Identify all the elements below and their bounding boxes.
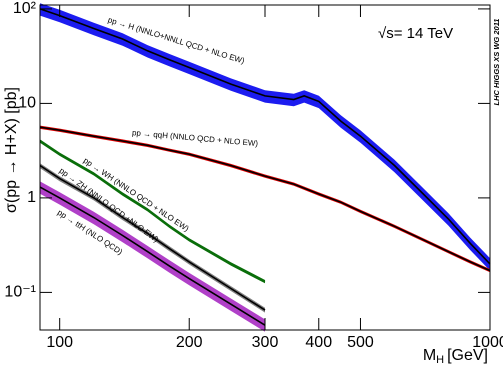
y-tick-label: 1 — [27, 189, 36, 206]
series-line — [39, 126, 491, 272]
x-axis-title-sub: H — [436, 354, 444, 366]
uncertainty-band — [40, 3, 490, 271]
series-line — [39, 164, 266, 311]
x-axis-title: MH [GeV] — [423, 347, 488, 366]
x-axis-title-main: M — [423, 347, 436, 364]
x-tick-label: 300 — [252, 334, 279, 351]
x-axis-title-unit: [GeV] — [447, 347, 488, 364]
y-tick-label: 10² — [13, 0, 37, 17]
y-axis-title: σ(pp → H+X) [pb] — [3, 87, 20, 213]
series-line — [39, 186, 266, 326]
x-tick-label: 200 — [176, 334, 203, 351]
x-tick-label: 500 — [347, 334, 374, 351]
x-tick-label: 400 — [305, 334, 332, 351]
group-annotation: LHC HIGGS XS WG 2011 — [492, 19, 501, 106]
x-tick-label: 1000 — [472, 334, 503, 351]
energy-annotation: √s= 14 TeV — [378, 25, 453, 42]
y-tick-label: 10⁻¹ — [4, 284, 36, 301]
series-line — [39, 140, 266, 283]
x-tick-label: 100 — [46, 334, 73, 351]
y-tick-label: 10 — [18, 95, 36, 112]
series-line — [39, 8, 491, 265]
